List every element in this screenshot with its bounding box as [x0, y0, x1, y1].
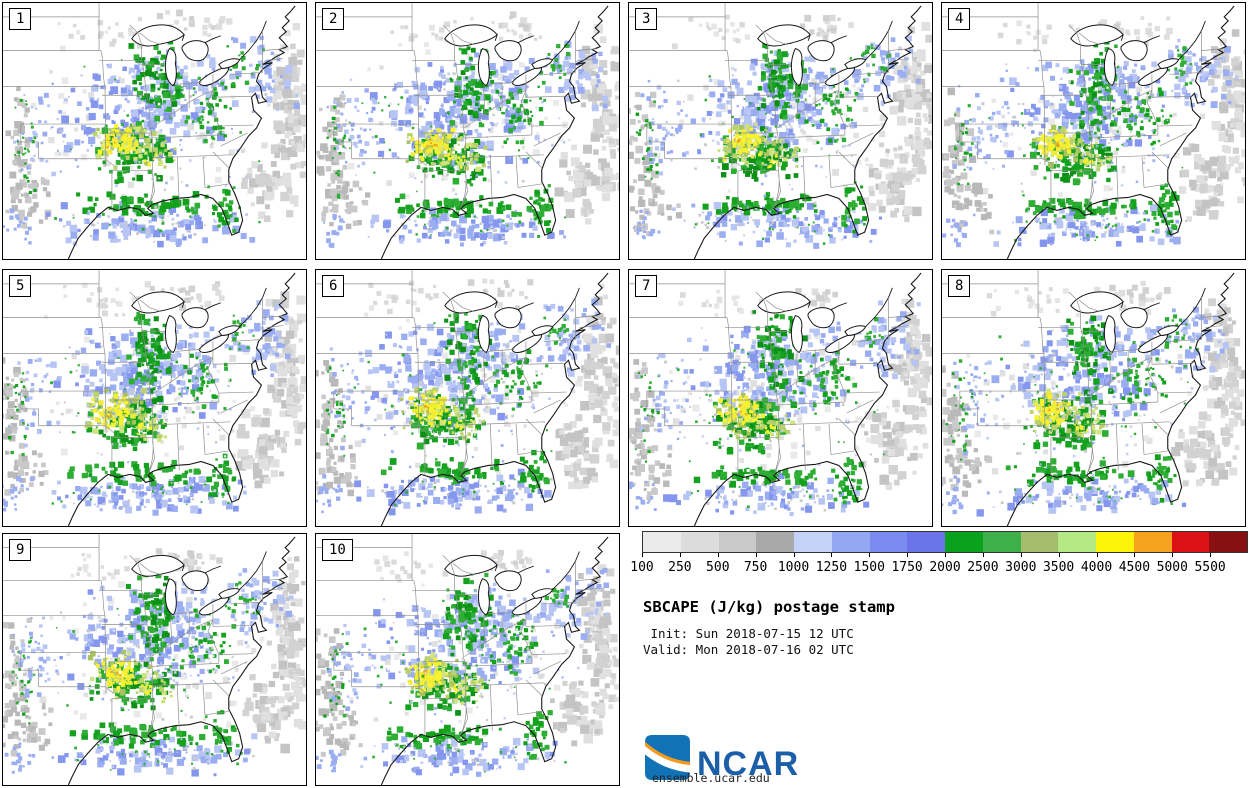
colorbar-segment: [982, 532, 1021, 552]
init-valid-times: Init: Sun 2018-07-15 12 UTC Valid: Mon 2…: [643, 626, 854, 658]
colorbar-segment: [831, 532, 870, 552]
map-panel: 10: [315, 533, 620, 786]
member-number-badge: 10: [322, 539, 353, 561]
member-number-badge: 8: [948, 275, 971, 297]
member-number-badge: 7: [635, 275, 658, 297]
init-time: Init: Sun 2018-07-15 12 UTC: [643, 626, 854, 641]
colorbar-segment: [643, 532, 681, 552]
colorbar-tick-label: 5500: [1194, 560, 1226, 575]
cape-map: [3, 534, 306, 785]
colorbar-segment: [718, 532, 757, 552]
colorbar: [642, 531, 1248, 553]
map-panel: 7: [628, 269, 933, 527]
cape-map: [316, 534, 619, 785]
map-panel: 9: [2, 533, 307, 786]
cape-map: [629, 3, 932, 259]
colorbar-tick-label: 2000: [929, 560, 961, 575]
cape-map: [316, 3, 619, 259]
cape-map: [942, 3, 1245, 259]
cape-map: [3, 3, 306, 259]
ncar-logo-text: NCAR: [697, 744, 800, 783]
colorbar-tick-label: 1250: [815, 560, 848, 575]
ncar-logo-mark: [645, 735, 690, 780]
colorbar-segment: [907, 532, 945, 552]
colorbar-tick-label: 250: [668, 560, 692, 575]
colorbar-tick-label: 1750: [891, 560, 923, 575]
colorbar-tickmarks: [642, 553, 1248, 558]
member-number-badge: 1: [9, 8, 32, 30]
cape-map: [316, 270, 619, 526]
colorbar-tick-label: 2500: [967, 560, 999, 575]
colorbar-tick-label: 3500: [1042, 560, 1075, 575]
member-number-badge: 6: [322, 275, 345, 297]
ncar-logo: NCAR: [645, 735, 800, 783]
member-number-badge: 3: [635, 8, 658, 30]
colorbar-segment: [794, 532, 832, 552]
map-panel: 1: [2, 2, 307, 260]
member-number-badge: 5: [9, 275, 32, 297]
colorbar-segment: [1058, 532, 1096, 552]
colorbar-segment: [1209, 532, 1247, 552]
colorbar-tick-label: 4000: [1080, 560, 1113, 575]
map-panel: 3: [628, 2, 933, 260]
colorbar-segment: [1020, 532, 1059, 552]
colorbar-tick-label: 3000: [1005, 560, 1037, 575]
colorbar-segment: [1171, 532, 1210, 552]
colorbar-tick-label: 1500: [853, 560, 885, 575]
cape-map: [3, 270, 306, 526]
cape-map: [629, 270, 932, 526]
colorbar-tick-label: 750: [743, 560, 768, 575]
colorbar-segment: [1096, 532, 1134, 552]
colorbar-segment: [756, 532, 794, 552]
map-panel: 2: [315, 2, 620, 260]
colorbar-tick-labels: 100 250 500 750 1000 1250 1500 1750 2000 2500 3000…: [630, 558, 1260, 575]
map-panel: 6: [315, 269, 620, 527]
legend: 100 250 500 750 1000 1250 1500 1750 2000 2500 3000…: [630, 531, 1249, 575]
colorbar-tick-label: 100: [630, 560, 654, 575]
member-number-badge: 9: [9, 539, 32, 561]
map-panel: 5: [2, 269, 307, 527]
colorbar-tick-label: 4500: [1118, 560, 1151, 575]
colorbar-tick-label: 500: [706, 560, 730, 575]
member-number-badge: 4: [948, 8, 971, 30]
colorbar-tick-label: 1000: [777, 560, 810, 575]
cape-map: [942, 270, 1245, 526]
colorbar-segment: [869, 532, 908, 552]
colorbar-segment: [945, 532, 983, 552]
colorbar-segment: [1133, 532, 1172, 552]
valid-time: Valid: Mon 2018-07-16 02 UTC: [643, 642, 854, 657]
member-number-badge: 2: [322, 8, 345, 30]
map-panel: 8: [941, 269, 1246, 527]
colorbar-tick-label: 5000: [1156, 560, 1188, 575]
figure-title: SBCAPE (J/kg) postage stamp: [643, 598, 895, 616]
colorbar-segment: [680, 532, 719, 552]
map-panel: 4: [941, 2, 1246, 260]
site-url: ensemble.ucar.edu: [652, 771, 770, 785]
